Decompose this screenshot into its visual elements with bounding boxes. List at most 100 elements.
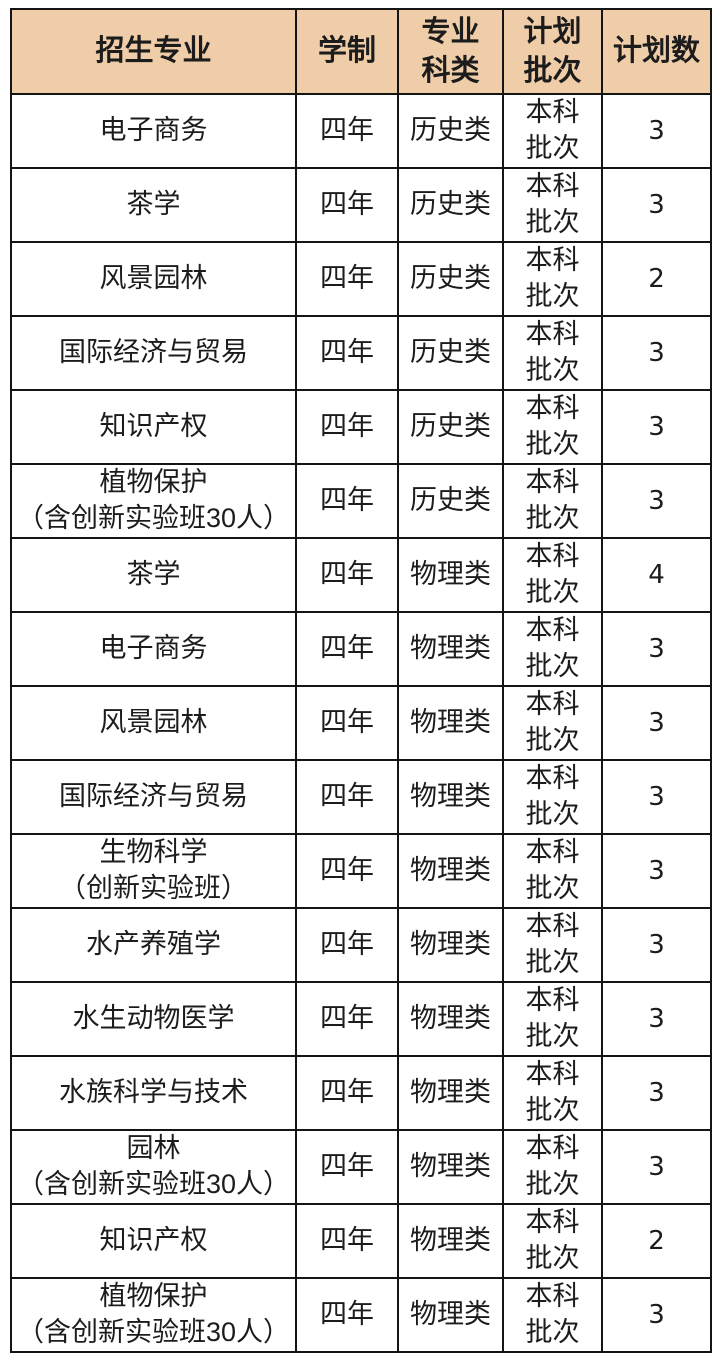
cell-batch: 本科 批次 — [502, 759, 603, 835]
header-count: 计划数 — [601, 8, 712, 95]
cell-batch: 本科 批次 — [502, 463, 603, 539]
cell-duration: 四年 — [295, 463, 399, 539]
cell-batch: 本科 批次 — [502, 537, 603, 613]
table-row: 茶学 四年 物理类 本科 批次 4 — [10, 537, 712, 613]
cell-duration: 四年 — [295, 981, 399, 1057]
cell-major: 水族科学与技术 — [10, 1055, 297, 1131]
cell-count: 2 — [601, 1203, 712, 1279]
cell-category: 物理类 — [397, 1203, 504, 1279]
table-row: 国际经济与贸易 四年 历史类 本科 批次 3 — [10, 315, 712, 391]
cell-batch: 本科 批次 — [502, 1055, 603, 1131]
cell-count: 3 — [601, 611, 712, 687]
cell-category: 历史类 — [397, 463, 504, 539]
cell-batch: 本科 批次 — [502, 241, 603, 317]
cell-batch: 本科 批次 — [502, 167, 603, 243]
cell-major: 水生动物医学 — [10, 981, 297, 1057]
cell-major: 电子商务 — [10, 93, 297, 169]
cell-major: 茶学 — [10, 537, 297, 613]
cell-count: 3 — [601, 93, 712, 169]
cell-batch: 本科 批次 — [502, 685, 603, 761]
cell-duration: 四年 — [295, 907, 399, 983]
cell-category: 历史类 — [397, 241, 504, 317]
cell-category: 物理类 — [397, 907, 504, 983]
cell-duration: 四年 — [295, 611, 399, 687]
cell-major: 园林 （含创新实验班30人） — [10, 1129, 297, 1205]
cell-duration: 四年 — [295, 315, 399, 391]
header-row: 招生专业 学制 专业 科类 计划 批次 计划数 — [10, 8, 712, 95]
cell-batch: 本科 批次 — [502, 1277, 603, 1353]
cell-major: 电子商务 — [10, 611, 297, 687]
table-row: 电子商务 四年 历史类 本科 批次 3 — [10, 93, 712, 169]
cell-major: 茶学 — [10, 167, 297, 243]
cell-count: 3 — [601, 389, 712, 465]
table-row: 风景园林 四年 历史类 本科 批次 2 — [10, 241, 712, 317]
cell-major: 水产养殖学 — [10, 907, 297, 983]
cell-duration: 四年 — [295, 1129, 399, 1205]
cell-batch: 本科 批次 — [502, 315, 603, 391]
cell-major: 国际经济与贸易 — [10, 315, 297, 391]
cell-batch: 本科 批次 — [502, 389, 603, 465]
header-major: 招生专业 — [10, 8, 297, 95]
table-body: 电子商务 四年 历史类 本科 批次 3 茶学 四年 历史类 本科 批次 3 风景… — [10, 93, 712, 1353]
cell-category: 历史类 — [397, 315, 504, 391]
cell-major: 知识产权 — [10, 1203, 297, 1279]
cell-duration: 四年 — [295, 537, 399, 613]
cell-batch: 本科 批次 — [502, 611, 603, 687]
table-row: 生物科学 （创新实验班） 四年 物理类 本科 批次 3 — [10, 833, 712, 909]
cell-duration: 四年 — [295, 833, 399, 909]
cell-category: 物理类 — [397, 685, 504, 761]
cell-category: 物理类 — [397, 1055, 504, 1131]
cell-category: 物理类 — [397, 1277, 504, 1353]
cell-duration: 四年 — [295, 93, 399, 169]
cell-duration: 四年 — [295, 1277, 399, 1353]
cell-batch: 本科 批次 — [502, 833, 603, 909]
header-batch: 计划 批次 — [502, 8, 603, 95]
header-duration: 学制 — [295, 8, 399, 95]
cell-duration: 四年 — [295, 167, 399, 243]
table-row: 水族科学与技术 四年 物理类 本科 批次 3 — [10, 1055, 712, 1131]
cell-major: 生物科学 （创新实验班） — [10, 833, 297, 909]
cell-count: 3 — [601, 315, 712, 391]
table-row: 水产养殖学 四年 物理类 本科 批次 3 — [10, 907, 712, 983]
table-row: 国际经济与贸易 四年 物理类 本科 批次 3 — [10, 759, 712, 835]
cell-category: 历史类 — [397, 93, 504, 169]
cell-count: 3 — [601, 833, 712, 909]
table-row: 知识产权 四年 物理类 本科 批次 2 — [10, 1203, 712, 1279]
cell-duration: 四年 — [295, 389, 399, 465]
cell-duration: 四年 — [295, 241, 399, 317]
table-row: 植物保护 （含创新实验班30人） 四年 历史类 本科 批次 3 — [10, 463, 712, 539]
cell-duration: 四年 — [295, 1055, 399, 1131]
table-row: 茶学 四年 历史类 本科 批次 3 — [10, 167, 712, 243]
cell-major: 国际经济与贸易 — [10, 759, 297, 835]
table-header: 招生专业 学制 专业 科类 计划 批次 计划数 — [10, 8, 712, 95]
cell-count: 3 — [601, 463, 712, 539]
table-row: 电子商务 四年 物理类 本科 批次 3 — [10, 611, 712, 687]
table-row: 水生动物医学 四年 物理类 本科 批次 3 — [10, 981, 712, 1057]
cell-duration: 四年 — [295, 1203, 399, 1279]
cell-category: 物理类 — [397, 759, 504, 835]
cell-count: 3 — [601, 1277, 712, 1353]
cell-duration: 四年 — [295, 759, 399, 835]
cell-count: 3 — [601, 1129, 712, 1205]
cell-batch: 本科 批次 — [502, 907, 603, 983]
cell-category: 历史类 — [397, 167, 504, 243]
table-row: 知识产权 四年 历史类 本科 批次 3 — [10, 389, 712, 465]
cell-count: 3 — [601, 1055, 712, 1131]
cell-count: 3 — [601, 685, 712, 761]
table-row: 风景园林 四年 物理类 本科 批次 3 — [10, 685, 712, 761]
cell-duration: 四年 — [295, 685, 399, 761]
cell-batch: 本科 批次 — [502, 1129, 603, 1205]
cell-category: 物理类 — [397, 537, 504, 613]
cell-batch: 本科 批次 — [502, 981, 603, 1057]
cell-count: 3 — [601, 759, 712, 835]
cell-batch: 本科 批次 — [502, 93, 603, 169]
cell-major: 风景园林 — [10, 685, 297, 761]
table-row: 园林 （含创新实验班30人） 四年 物理类 本科 批次 3 — [10, 1129, 712, 1205]
cell-category: 物理类 — [397, 1129, 504, 1205]
cell-category: 物理类 — [397, 611, 504, 687]
cell-major: 风景园林 — [10, 241, 297, 317]
cell-count: 3 — [601, 981, 712, 1057]
cell-major: 植物保护 （含创新实验班30人） — [10, 1277, 297, 1353]
cell-major: 植物保护 （含创新实验班30人） — [10, 463, 297, 539]
